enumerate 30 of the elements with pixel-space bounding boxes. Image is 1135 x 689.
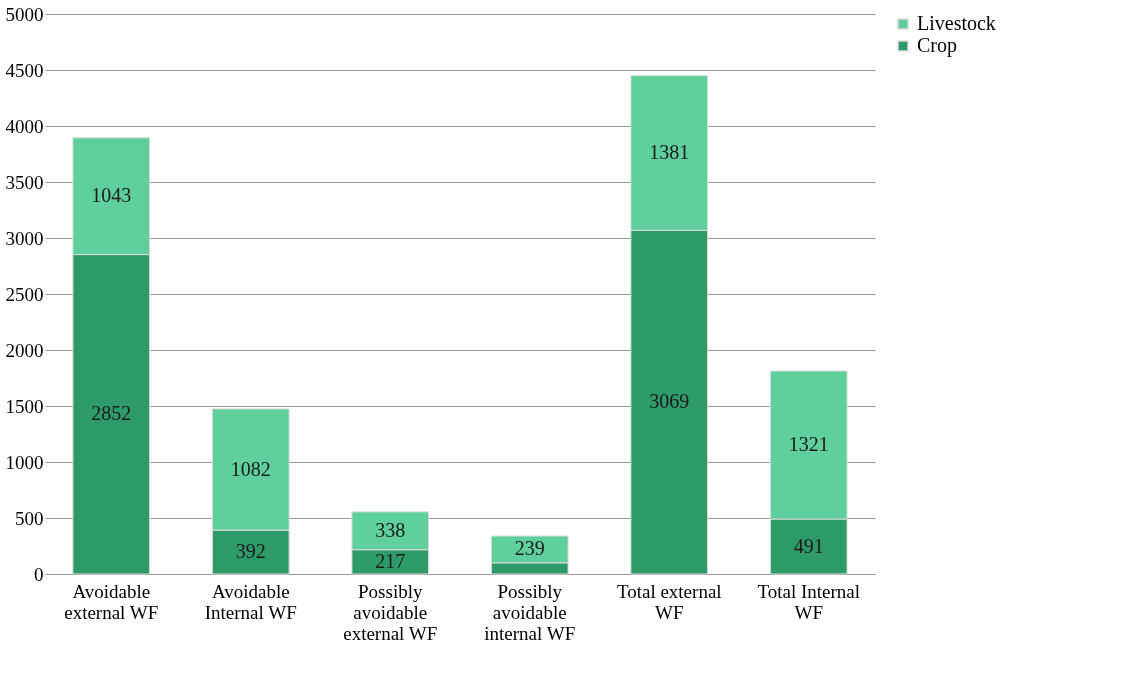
data-label: 491	[793, 534, 824, 557]
y-tick-label: 3500	[5, 171, 44, 193]
data-label: 3069	[649, 390, 690, 413]
y-tick-label: 2000	[5, 339, 44, 361]
y-tick-label: 1500	[5, 395, 44, 417]
data-label: 217	[375, 549, 406, 572]
x-tick-label: Possibly avoidable internal WF	[484, 580, 576, 644]
y-tick-label: 4000	[5, 115, 44, 137]
legend-label: Livestock	[917, 12, 996, 34]
data-label: 239	[514, 537, 545, 560]
data-label: 2852	[91, 402, 132, 425]
y-tick-label: 2500	[5, 283, 44, 305]
x-tick-label: Total external WF	[616, 580, 722, 623]
data-label: 392	[235, 540, 266, 563]
data-label: 338	[375, 518, 406, 541]
x-tick-label: Avoidable external WF	[64, 580, 159, 623]
legend-label: Crop	[917, 34, 957, 57]
data-label: 1082	[230, 457, 271, 480]
data-label: 1321	[788, 433, 829, 456]
y-tick-label: 4500	[5, 59, 44, 81]
y-tick-label: 1000	[5, 451, 44, 473]
data-label: 1043	[91, 184, 132, 207]
y-tick-label: 0	[34, 563, 44, 585]
data-label: 1381	[649, 140, 690, 163]
x-tick-label: Total Internal WF	[757, 580, 861, 623]
y-tick-label: 3000	[5, 227, 44, 249]
y-tick-label: 500	[15, 507, 44, 529]
x-tick-label: Avoidable Internal WF	[204, 580, 297, 623]
y-tick-label: 5000	[5, 3, 44, 25]
x-tick-label: Possibly avoidable external WF	[343, 580, 438, 644]
